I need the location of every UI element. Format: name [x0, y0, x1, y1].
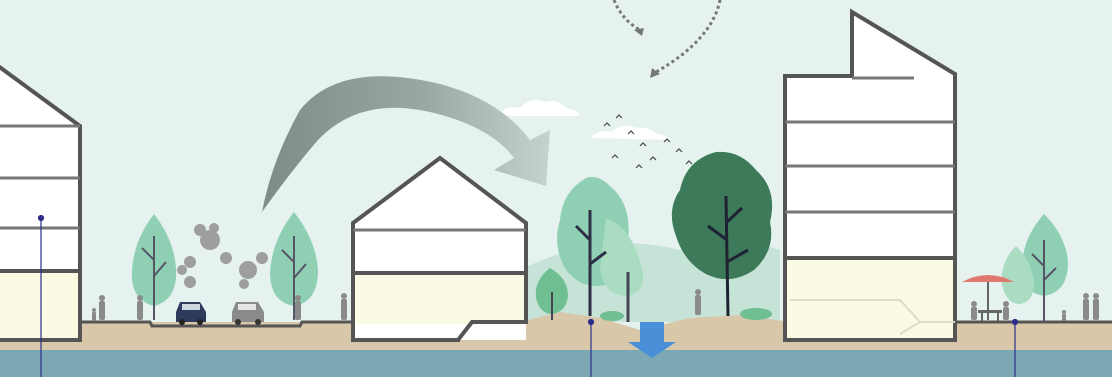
marker-lines: [37, 214, 1019, 377]
exhaust-smoke: [177, 223, 268, 289]
right-tower: [783, 8, 957, 342]
airflow-arrows: [612, 0, 744, 377]
terrace-tree: [1001, 214, 1068, 322]
street-tree-right: [270, 212, 318, 320]
cloud-right: [590, 125, 670, 140]
park-tree-dark: [671, 151, 773, 317]
airflow-arrowhead-1: [634, 28, 644, 36]
car-dark: [176, 302, 206, 325]
left-building: [0, 64, 82, 342]
airflow-arrowhead-2: [650, 68, 660, 78]
middle-house: [351, 155, 528, 342]
park-tree-small: [535, 268, 568, 320]
street-tree-left: [131, 214, 177, 320]
park-tree-light: [557, 177, 644, 322]
people: [92, 289, 1099, 321]
infiltration-arrow: [628, 322, 676, 358]
birds: [603, 114, 693, 169]
ground-line: [80, 320, 352, 328]
car-gray: [232, 302, 264, 325]
groundwater: [0, 350, 1112, 377]
cloud-left: [498, 100, 580, 116]
heat-arrow: [262, 76, 550, 212]
park-shrubs: [600, 308, 772, 321]
cafe-terrace: [962, 275, 1014, 321]
